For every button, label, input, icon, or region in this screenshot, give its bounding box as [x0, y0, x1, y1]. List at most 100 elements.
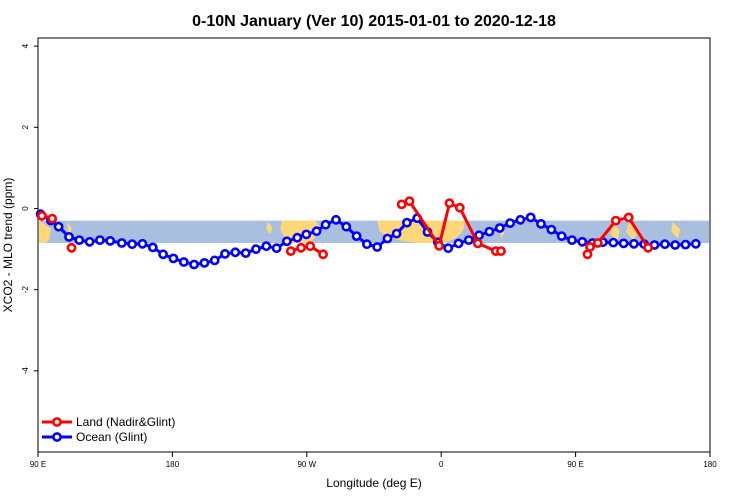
ocean-glint-point	[261, 241, 272, 252]
ocean-glint-point	[281, 236, 292, 247]
y-tick-label: -2	[21, 286, 30, 294]
land-patch	[39, 220, 51, 243]
ocean-glint-point	[168, 253, 179, 264]
plot-frame	[37, 37, 711, 453]
x-tick-label: 180	[166, 460, 180, 469]
ocean-glint-point	[618, 238, 629, 249]
x-tick-label: 90 W	[297, 460, 316, 469]
land-nadir-glint-point	[496, 246, 506, 256]
ocean-glint-point	[515, 214, 526, 225]
series-layer	[35, 196, 701, 270]
land-nadir-glint-point	[66, 242, 77, 253]
ocean-glint-point	[127, 239, 138, 250]
ocean-glint-point	[546, 224, 557, 235]
ocean-glint-point	[209, 255, 220, 266]
ocean-glint-point	[567, 235, 577, 245]
legend: Land (Nadir&Glint)Ocean (Glint)	[42, 415, 175, 444]
ocean-glint-point	[484, 226, 495, 237]
ocean-glint-point	[453, 238, 464, 249]
ocean-glint-point	[105, 235, 116, 246]
ocean-glint-point	[525, 212, 536, 223]
ocean-glint-point	[147, 242, 158, 253]
ocean-glint-point	[64, 231, 74, 242]
ocean-glint-point	[391, 228, 402, 239]
ocean-glint-point	[301, 229, 312, 240]
land-nadir-glint-point	[610, 215, 621, 226]
land-patch	[671, 221, 681, 239]
land-nadir-glint-point	[37, 210, 47, 221]
ocean-glint-point	[556, 231, 567, 241]
chart-title: 0-10N January (Ver 10) 2015-01-01 to 202…	[192, 13, 556, 30]
ocean-glint-point	[690, 238, 701, 249]
ocean-glint-point	[505, 218, 515, 228]
y-tick-label: 4	[21, 43, 30, 48]
land-nadir-glint-point	[396, 199, 407, 210]
ocean-glint-point	[320, 219, 331, 230]
land-patch	[610, 221, 620, 242]
ocean-glint-point	[463, 235, 474, 245]
ocean-glint-point	[95, 235, 105, 245]
land-nadir-glint-point	[285, 246, 296, 256]
x-axis: 90 E 180 90 W 0 90 E 180	[30, 452, 717, 469]
ocean-glint-point	[536, 218, 546, 229]
ocean-glint-point	[577, 236, 588, 247]
y-axis: 4 2 0 -2 -4	[21, 43, 38, 374]
land-nadir-glint-point	[434, 240, 444, 251]
ocean-glint-point	[292, 232, 303, 243]
ocean-glint-point	[158, 249, 168, 260]
land-nadir-glint-point	[444, 198, 455, 209]
land-nadir-glint-point	[404, 196, 415, 207]
ocean-glint-point	[240, 248, 251, 258]
ocean-glint-point	[629, 238, 639, 249]
ocean-glint-point	[251, 244, 261, 254]
ocean-glint-point	[84, 236, 95, 247]
y-tick-label: -4	[21, 367, 30, 375]
ocean-glint-point	[670, 240, 681, 250]
ocean-glint-point	[608, 237, 619, 248]
ocean-glint-point	[199, 257, 210, 268]
land-nadir-glint-point	[454, 202, 465, 213]
ocean-glint-point	[361, 239, 372, 250]
legend-marker-land-nadir-glint	[52, 417, 62, 427]
land-nadir-glint-point	[623, 212, 634, 223]
ocean-glint-point	[331, 214, 341, 225]
ocean-glint-point	[116, 238, 127, 248]
ocean-glint-point	[351, 231, 362, 241]
ocean-glint-point	[372, 242, 383, 252]
ocean-glint-point	[382, 233, 393, 244]
ocean-glint-point	[311, 226, 322, 237]
x-tick-label: 180	[703, 460, 717, 469]
land-patch	[266, 221, 273, 234]
ocean-glint-point	[220, 248, 230, 259]
ocean-glint-point	[178, 257, 189, 267]
ocean-glint-point	[74, 235, 85, 245]
y-tick-label: 2	[21, 125, 30, 130]
ocean-glint-point	[230, 247, 241, 258]
y-axis-label: XCO2 - MLO trend (ppm)	[1, 178, 15, 313]
land-nadir-glint-point	[318, 249, 328, 260]
x-tick-label: 90 E	[30, 460, 46, 469]
ocean-glint-point	[660, 239, 670, 250]
land-nadir-glint-point	[585, 242, 595, 252]
land-patch	[280, 220, 321, 243]
ocean-glint-point	[341, 221, 352, 232]
land-nadir-glint-point	[296, 242, 306, 253]
ocean-glint-point	[443, 243, 454, 254]
ocean-glint-point	[680, 239, 691, 250]
legend-label-ocean-glint: Ocean (Glint)	[76, 430, 147, 444]
ocean-glint-point	[189, 259, 199, 270]
land-nadir-glint-point	[305, 241, 316, 252]
x-axis-label: Longitude (deg E)	[326, 476, 421, 490]
legend-marker-ocean-glint	[52, 432, 62, 442]
ocean-glint-point	[494, 223, 505, 233]
ocean-glint-point	[53, 221, 64, 232]
y-tick-label: 0	[21, 206, 30, 211]
legend-label-land-nadir-glint: Land (Nadir&Glint)	[76, 415, 175, 429]
land-nadir-glint-point	[47, 213, 58, 224]
ocean-glint-point	[401, 217, 412, 228]
land-nadir-glint-point	[472, 238, 483, 249]
x-tick-label: 0	[439, 460, 444, 469]
ocean-glint-point	[271, 243, 282, 254]
land-nadir-glint-point	[643, 242, 653, 253]
